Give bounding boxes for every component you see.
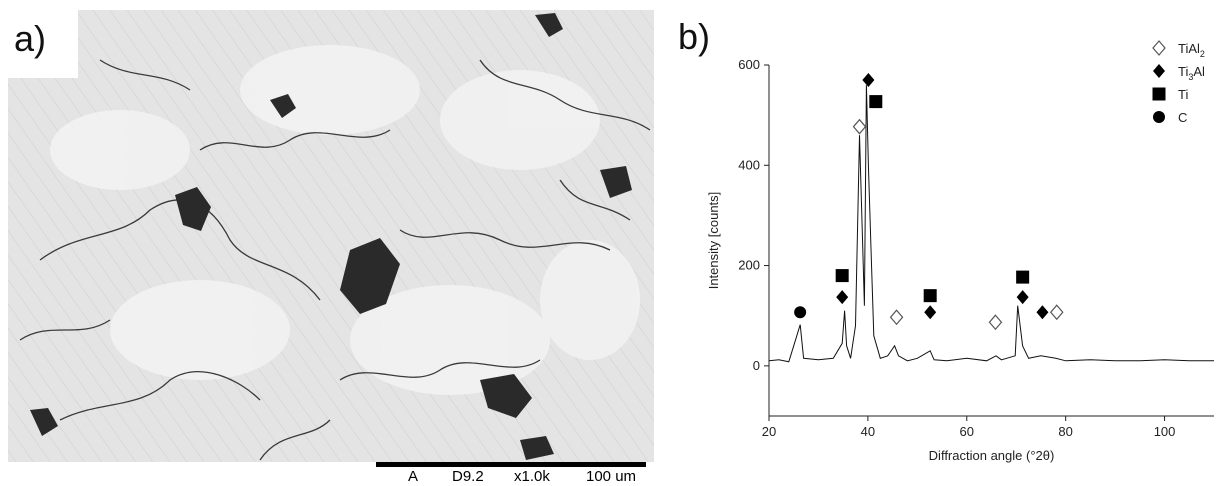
phase-marker-ti3al bbox=[1036, 305, 1049, 320]
phase-marker-ti3al bbox=[924, 305, 937, 320]
phase-marker-ti3al bbox=[862, 73, 875, 88]
xrd-series-line bbox=[768, 85, 1214, 363]
phase-marker-ti3al bbox=[1016, 290, 1029, 305]
phase-marker-c bbox=[794, 306, 807, 319]
legend-symbol bbox=[1153, 64, 1165, 78]
x-tick-label: 20 bbox=[762, 424, 776, 439]
phase-marker-ti3al bbox=[836, 290, 849, 305]
y-tick-label: 0 bbox=[753, 358, 760, 373]
legend-label: Ti3Al bbox=[1178, 64, 1205, 82]
legend-label: C bbox=[1178, 110, 1187, 125]
x-axis-title: Diffraction angle (°2θ) bbox=[929, 448, 1055, 463]
y-axis-ticks: 0 200 400 600 bbox=[738, 57, 769, 373]
sem-mode: A bbox=[408, 468, 419, 485]
sem-working-distance: D9.2 bbox=[452, 468, 484, 485]
x-tick-label: 40 bbox=[861, 424, 875, 439]
phase-marker-ti bbox=[835, 269, 849, 283]
y-tick-label: 400 bbox=[738, 157, 760, 172]
phase-marker-ti bbox=[1016, 270, 1030, 284]
legend-symbol bbox=[1152, 87, 1166, 101]
sem-scalebar-text: A D9.2 x1.0k 100 um bbox=[376, 466, 646, 486]
phase-markers bbox=[794, 73, 1064, 331]
phase-marker-ti bbox=[869, 95, 883, 109]
sem-micrograph bbox=[8, 10, 654, 467]
y-axis-title: Intensity [counts] bbox=[706, 192, 721, 290]
legend-label: Ti bbox=[1178, 87, 1188, 102]
x-tick-label: 80 bbox=[1058, 424, 1072, 439]
legend-label: TiAl2 bbox=[1178, 41, 1205, 59]
legend-symbol bbox=[1153, 111, 1165, 123]
x-tick-label: 100 bbox=[1154, 424, 1176, 439]
panel-b-label: b) bbox=[678, 16, 711, 57]
legend-symbol bbox=[1152, 40, 1166, 56]
y-tick-label: 200 bbox=[738, 258, 760, 273]
sem-magnification: x1.0k bbox=[514, 468, 550, 485]
x-axis-ticks: 20 40 60 80 100 bbox=[762, 416, 1176, 439]
y-tick-label: 600 bbox=[738, 57, 760, 72]
phase-marker-tial2 bbox=[889, 309, 904, 326]
x-tick-label: 60 bbox=[960, 424, 974, 439]
legend: TiAl2 Ti3Al Ti C bbox=[1152, 40, 1205, 125]
phase-marker-tial2 bbox=[1049, 304, 1064, 321]
panel-a-label: a) bbox=[14, 18, 47, 59]
phase-marker-tial2 bbox=[988, 314, 1003, 331]
sem-scale: 100 um bbox=[586, 468, 637, 485]
phase-marker-tial2 bbox=[852, 118, 867, 135]
xrd-chart: 20 40 60 80 100 0 200 400 600 Diffraction angle… bbox=[706, 40, 1214, 463]
phase-marker-ti bbox=[923, 289, 937, 303]
